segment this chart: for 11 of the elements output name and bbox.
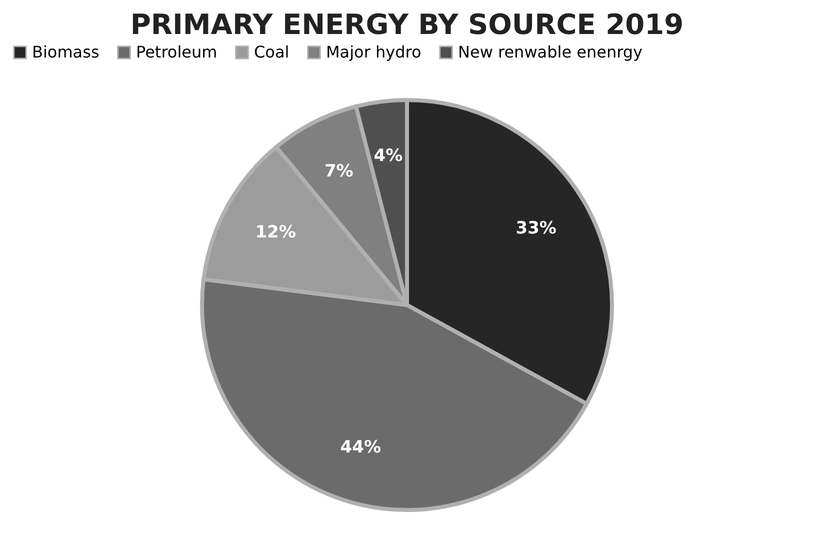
chart-title: PRIMARY ENERGY BY SOURCE 2019: [130, 8, 684, 41]
legend-label: Petroleum: [136, 42, 218, 62]
legend-label: Major hydro: [326, 42, 422, 62]
data-label: 12%: [255, 222, 296, 243]
legend-label: New renwable enenrgy: [458, 42, 643, 62]
data-label: 7%: [324, 161, 354, 182]
legend-label: Biomass: [32, 42, 100, 62]
data-label: 33%: [516, 218, 556, 239]
data-label: 44%: [340, 438, 381, 458]
data-label: 4%: [374, 146, 403, 166]
legend-label: Coal: [254, 42, 290, 62]
